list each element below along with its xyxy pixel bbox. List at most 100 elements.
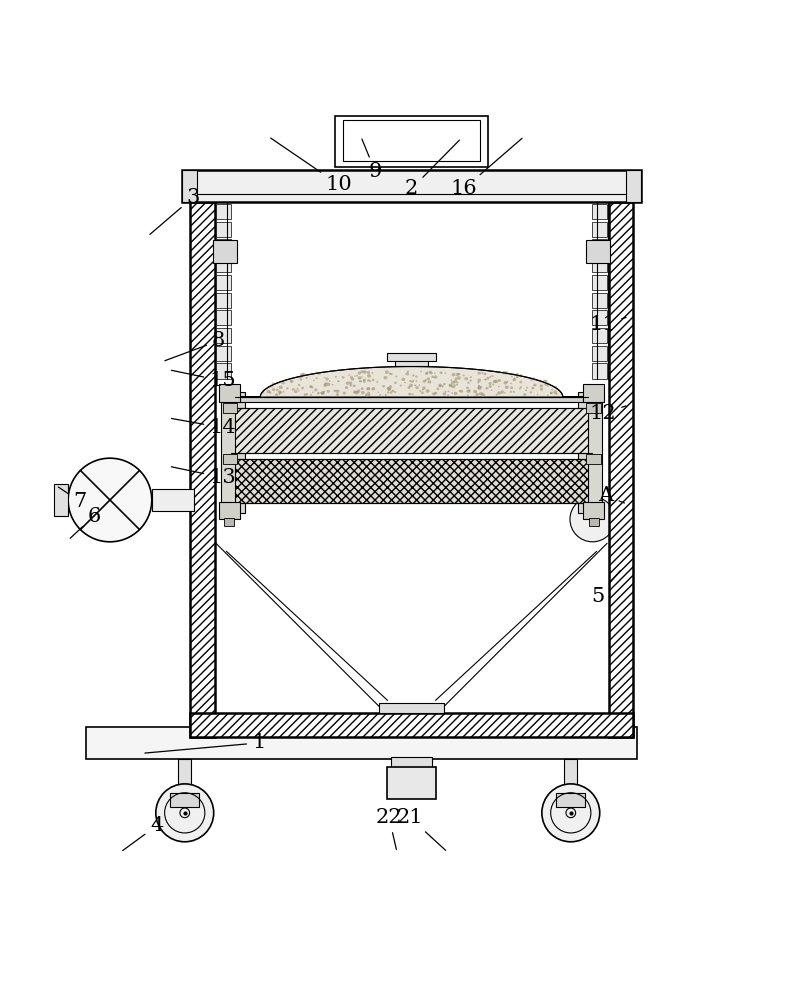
Ellipse shape	[427, 377, 430, 380]
Ellipse shape	[447, 394, 449, 396]
Bar	[589, 518, 599, 526]
Ellipse shape	[504, 392, 506, 394]
Ellipse shape	[473, 390, 477, 393]
Bar	[578, 392, 602, 513]
Ellipse shape	[361, 370, 363, 373]
Bar	[592, 328, 607, 343]
Ellipse shape	[321, 392, 324, 395]
Ellipse shape	[466, 390, 470, 393]
Ellipse shape	[366, 387, 370, 390]
Ellipse shape	[336, 393, 339, 396]
Ellipse shape	[354, 391, 356, 393]
Ellipse shape	[511, 376, 512, 377]
Ellipse shape	[371, 372, 374, 374]
Ellipse shape	[278, 391, 282, 394]
Bar	[220, 502, 240, 519]
Bar	[223, 454, 237, 464]
Ellipse shape	[391, 390, 395, 392]
Ellipse shape	[530, 378, 533, 381]
Ellipse shape	[327, 390, 330, 393]
Bar	[190, 202, 215, 737]
Ellipse shape	[361, 387, 364, 390]
Ellipse shape	[478, 386, 481, 389]
Ellipse shape	[454, 380, 458, 383]
Bar	[216, 257, 231, 272]
Ellipse shape	[555, 386, 558, 388]
Bar	[86, 727, 637, 759]
Ellipse shape	[424, 379, 427, 381]
Bar	[592, 310, 607, 325]
Text: 11: 11	[590, 315, 626, 334]
Ellipse shape	[399, 384, 402, 386]
Bar	[626, 170, 641, 202]
Ellipse shape	[387, 387, 391, 390]
Ellipse shape	[512, 378, 516, 381]
Ellipse shape	[478, 379, 481, 382]
Ellipse shape	[531, 387, 533, 389]
Ellipse shape	[537, 394, 538, 395]
Bar	[213, 240, 237, 263]
Ellipse shape	[290, 380, 292, 382]
Ellipse shape	[156, 784, 214, 842]
Ellipse shape	[454, 377, 458, 380]
Ellipse shape	[468, 389, 470, 392]
Ellipse shape	[526, 387, 528, 389]
Ellipse shape	[510, 383, 512, 384]
Bar	[236, 459, 587, 503]
Ellipse shape	[306, 393, 308, 395]
Ellipse shape	[341, 376, 345, 379]
Ellipse shape	[500, 390, 504, 394]
Ellipse shape	[459, 390, 462, 392]
Ellipse shape	[367, 374, 371, 378]
Ellipse shape	[387, 387, 390, 390]
Ellipse shape	[525, 389, 527, 391]
Ellipse shape	[316, 371, 317, 373]
Ellipse shape	[325, 382, 328, 385]
Ellipse shape	[366, 371, 370, 374]
Text: 8: 8	[165, 331, 225, 361]
Ellipse shape	[533, 377, 535, 380]
Bar	[216, 275, 231, 290]
Ellipse shape	[498, 386, 500, 387]
Ellipse shape	[383, 385, 385, 387]
Ellipse shape	[491, 375, 494, 377]
Ellipse shape	[408, 393, 411, 395]
Ellipse shape	[323, 391, 325, 393]
Ellipse shape	[298, 390, 299, 392]
Bar	[335, 116, 488, 167]
Ellipse shape	[366, 387, 370, 390]
Ellipse shape	[431, 376, 434, 378]
Text: 12: 12	[590, 404, 626, 423]
Bar	[216, 222, 231, 237]
Ellipse shape	[512, 391, 515, 393]
Ellipse shape	[449, 384, 451, 386]
Ellipse shape	[349, 374, 350, 376]
Ellipse shape	[372, 379, 374, 381]
Ellipse shape	[457, 376, 461, 380]
Bar	[216, 363, 231, 379]
Ellipse shape	[390, 391, 392, 394]
Bar	[343, 120, 480, 161]
Ellipse shape	[550, 392, 553, 394]
Ellipse shape	[452, 373, 455, 376]
Text: 22: 22	[376, 808, 402, 850]
Ellipse shape	[272, 388, 275, 391]
Bar	[608, 202, 633, 737]
Ellipse shape	[409, 380, 412, 382]
Ellipse shape	[353, 385, 356, 387]
Ellipse shape	[362, 370, 366, 374]
Text: 4: 4	[123, 816, 163, 851]
Bar	[592, 257, 607, 272]
Bar	[379, 703, 444, 713]
Ellipse shape	[336, 390, 340, 393]
Ellipse shape	[312, 387, 313, 388]
Ellipse shape	[321, 393, 323, 394]
Ellipse shape	[317, 393, 320, 395]
Ellipse shape	[529, 391, 532, 394]
Bar	[586, 403, 600, 413]
Ellipse shape	[443, 392, 446, 395]
Ellipse shape	[275, 393, 278, 396]
Ellipse shape	[378, 391, 379, 393]
Ellipse shape	[448, 391, 449, 392]
Ellipse shape	[520, 386, 522, 388]
